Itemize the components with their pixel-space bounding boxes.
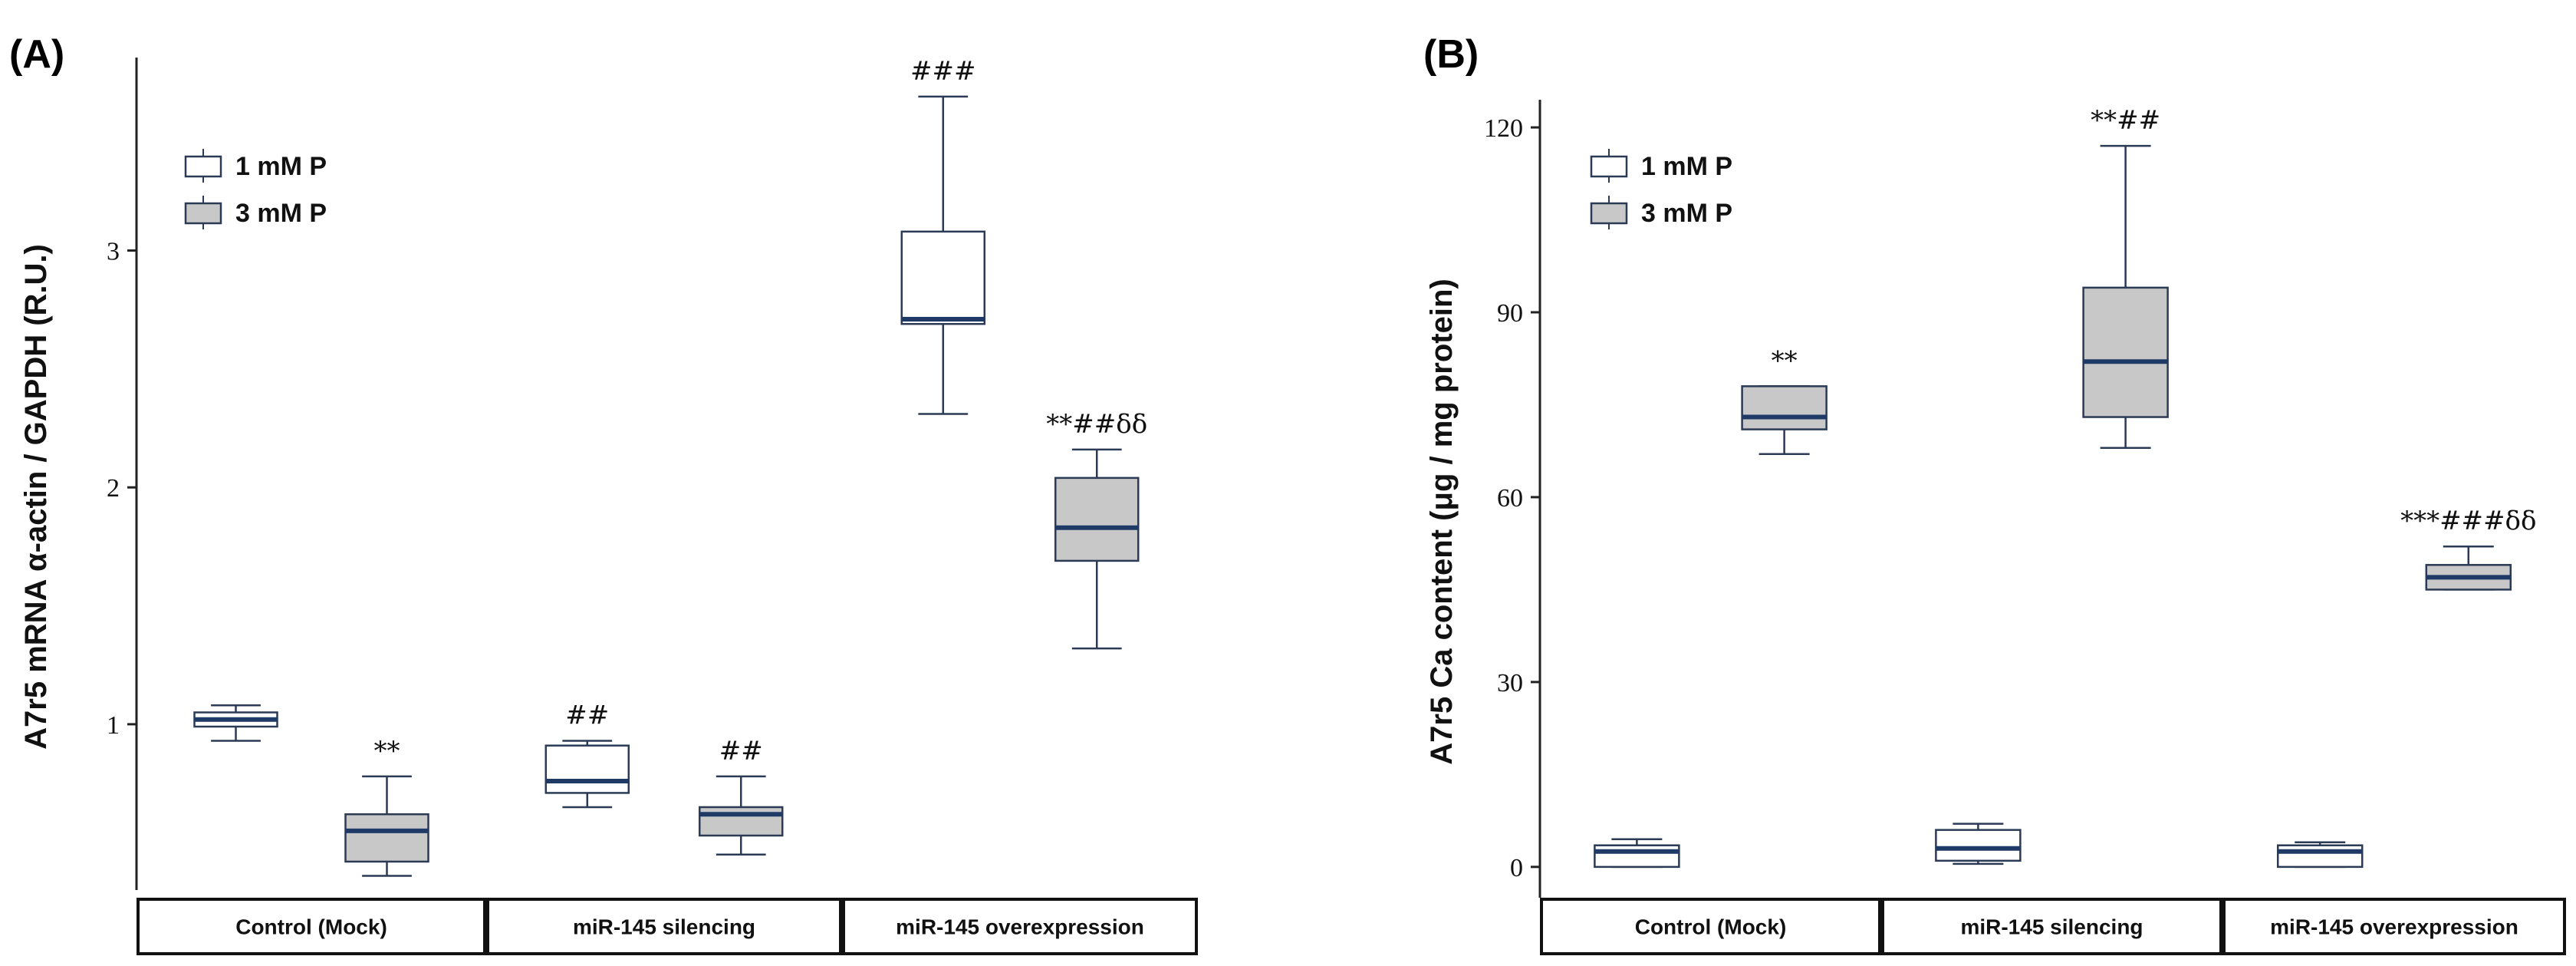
box-3mm-2: ***###δδ	[2400, 506, 2536, 591]
box-iqr	[2276, 844, 2364, 869]
group-label-box	[137, 898, 486, 955]
box-iqr	[900, 230, 986, 325]
box-3mm-1: **##	[2082, 105, 2169, 449]
box-iqr	[2082, 286, 2169, 418]
panel-label: (A)	[9, 32, 64, 77]
box-3mm-2: **##δδ	[1046, 409, 1147, 650]
box-iqr	[1594, 844, 1680, 869]
y-tick-label: 120	[1484, 114, 1523, 143]
y-tick-label: 30	[1497, 669, 1523, 697]
group-label-box	[486, 898, 842, 955]
panel-b: (B) 0 30 60 90 120 A7r5 Ca content (μg / mg pr…	[1423, 32, 2566, 955]
legend-swatch	[1590, 202, 1628, 225]
legend: 1 mM P 3 mM P	[1590, 149, 1732, 229]
significance-annotation: **##	[2091, 105, 2160, 136]
group-label-box	[842, 898, 1198, 955]
box-3mm-1: ##	[698, 736, 784, 856]
significance-annotation: **##δδ	[1046, 409, 1147, 440]
legend-swatch	[184, 202, 222, 225]
panel-label: (B)	[1423, 32, 1479, 77]
group-label: Control (Mock)	[235, 915, 387, 939]
box-1mm-1	[1935, 823, 2022, 865]
box-iqr	[344, 813, 429, 863]
significance-annotation: ##	[565, 701, 609, 731]
box-1mm-2: ###	[900, 56, 986, 415]
y-tick-label: 60	[1497, 484, 1523, 513]
y-axis-label: A7r5 Ca content (μg / mg protein)	[1425, 279, 1459, 764]
group-label: Control (Mock)	[1635, 915, 1787, 939]
y-tick-label: 90	[1497, 299, 1523, 328]
legend: 1 mM P 3 mM P	[184, 149, 327, 229]
significance-annotation: ###	[910, 56, 975, 87]
group-label-box	[2222, 898, 2566, 955]
group-label-box	[1540, 898, 1881, 955]
significance-annotation: **	[373, 736, 400, 767]
group-label: miR-145 overexpression	[896, 915, 1144, 939]
box-1mm-2	[2276, 841, 2364, 869]
box-1mm-0	[193, 704, 278, 742]
box-iqr	[1054, 476, 1140, 562]
y-tick-label: 3	[107, 238, 120, 266]
legend-swatch	[184, 155, 222, 178]
legend-label: 1 mM P	[1641, 152, 1732, 181]
legend-item: 3 mM P	[184, 196, 327, 229]
legend-label: 3 mM P	[1641, 199, 1732, 228]
y-tick-label: 2	[107, 474, 120, 503]
box-3mm-0: **	[344, 736, 429, 877]
legend-swatch	[1590, 155, 1628, 178]
panel-a: (A) 1 2 3 A7r5 mRNA α-actin / GAPDH (R.U.) Co…	[9, 32, 1198, 955]
group-label: miR-145 overexpression	[2270, 915, 2518, 939]
box-iqr	[1741, 385, 1828, 430]
y-tick-label: 0	[1510, 854, 1523, 882]
box-iqr	[1935, 829, 2022, 862]
significance-annotation: **	[1772, 345, 1798, 376]
group-label: miR-145 silencing	[1960, 915, 2143, 939]
y-tick-label: 1	[107, 711, 120, 740]
legend-label: 3 mM P	[235, 199, 327, 228]
group-label: miR-145 silencing	[573, 915, 755, 939]
box-1mm-0	[1594, 838, 1680, 869]
box-3mm-0: **	[1741, 345, 1828, 455]
legend-item: 1 mM P	[184, 149, 327, 183]
legend-item: 3 mM P	[1590, 196, 1732, 229]
legend-item: 1 mM P	[1590, 149, 1732, 183]
significance-annotation: ##	[719, 736, 763, 767]
box-iqr	[698, 806, 784, 837]
group-label-box	[1881, 898, 2222, 955]
significance-annotation: ***###δδ	[2400, 506, 2536, 536]
legend-label: 1 mM P	[235, 152, 327, 181]
box-1mm-1: ##	[544, 701, 630, 809]
box-iqr	[544, 744, 630, 794]
y-axis-label: A7r5 mRNA α-actin / GAPDH (R.U.)	[19, 244, 53, 750]
